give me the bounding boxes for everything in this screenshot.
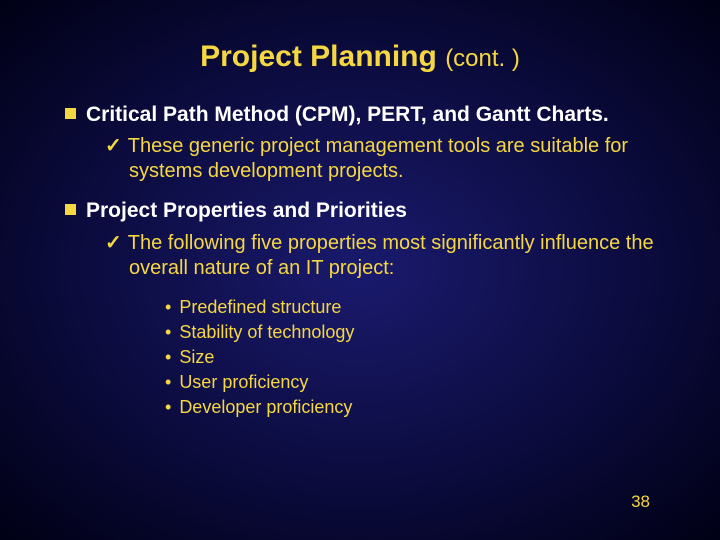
section-heading-1-text: Project Properties and Priorities [86, 199, 407, 222]
bullet-dot-icon: • [165, 297, 171, 317]
section-heading-1: Project Properties and Priorities [65, 198, 665, 224]
checkmark-icon: ✓ [105, 232, 122, 254]
dot-item-1-3-text: User proficiency [179, 372, 308, 392]
dot-item-1-4: • Developer proficiency [165, 395, 665, 420]
bullet-dot-icon: • [165, 347, 171, 367]
square-bullet-icon [65, 204, 76, 215]
dot-item-1-0-text: Predefined structure [179, 297, 341, 317]
dot-item-1-1: • Stability of technology [165, 320, 665, 345]
title-suffix: (cont. ) [445, 45, 520, 72]
check-item-0-0-text: These generic project management tools a… [128, 135, 628, 182]
dot-item-1-2-text: Size [179, 347, 214, 367]
section-heading-0: Critical Path Method (CPM), PERT, and Ga… [65, 102, 665, 128]
check-item-1-0: ✓ The following five properties most sign… [105, 231, 665, 281]
dot-item-1-4-text: Developer proficiency [179, 397, 352, 417]
dot-item-1-0: • Predefined structure [165, 295, 665, 320]
bullet-dot-icon: • [165, 322, 171, 342]
slide-container: Project Planning (cont. ) Critical Path … [0, 0, 720, 540]
bullet-dot-icon: • [165, 372, 171, 392]
checkmark-icon: ✓ [105, 135, 122, 157]
section-heading-0-text: Critical Path Method (CPM), PERT, and Ga… [86, 103, 609, 126]
title-main: Project Planning [200, 40, 437, 73]
dot-list-1: • Predefined structure • Stability of tech… [165, 295, 665, 421]
dot-item-1-2: • Size [165, 345, 665, 370]
dot-item-1-1-text: Stability of technology [179, 322, 354, 342]
dot-item-1-3: • User proficiency [165, 370, 665, 395]
check-item-1-0-text: The following five properties most signi… [128, 232, 654, 279]
square-bullet-icon [65, 108, 76, 119]
slide-title: Project Planning (cont. ) [55, 40, 665, 74]
bullet-dot-icon: • [165, 397, 171, 417]
check-item-0-0: ✓ These generic project management tools … [105, 134, 665, 184]
page-number: 38 [631, 492, 650, 512]
